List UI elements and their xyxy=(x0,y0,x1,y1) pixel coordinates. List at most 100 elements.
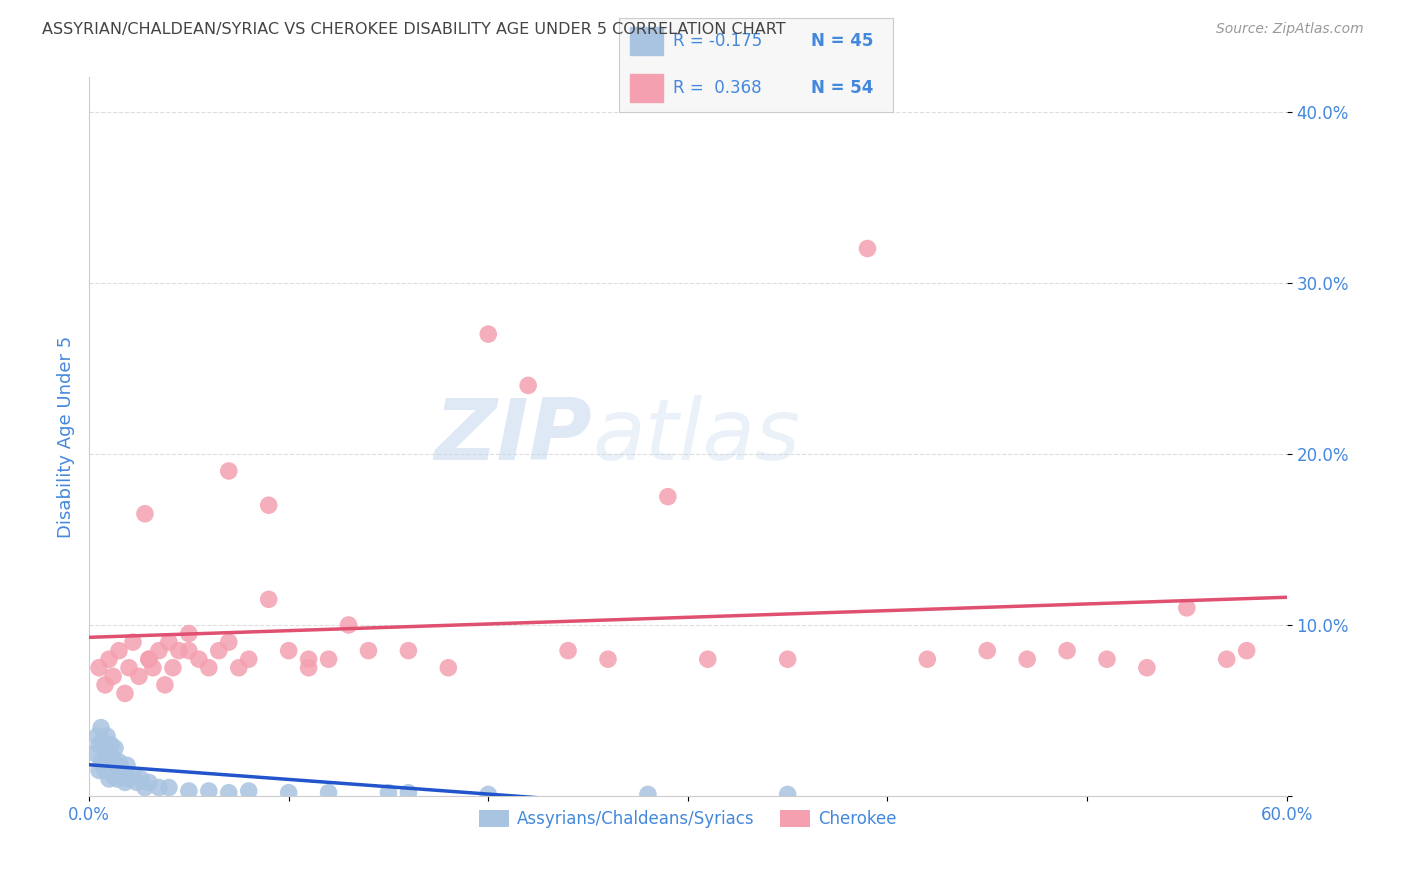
Point xyxy=(114,775,136,789)
Point xyxy=(138,775,160,789)
Text: ASSYRIAN/CHALDEAN/SYRIAC VS CHEROKEE DISABILITY AGE UNDER 5 CORRELATION CHART: ASSYRIAN/CHALDEAN/SYRIAC VS CHEROKEE DIS… xyxy=(42,22,786,37)
Point xyxy=(277,643,299,657)
Point xyxy=(100,738,122,752)
Point xyxy=(257,592,280,607)
Point xyxy=(357,643,380,657)
Point xyxy=(477,788,499,802)
Text: atlas: atlas xyxy=(592,395,800,478)
Point xyxy=(125,775,148,789)
Point xyxy=(98,652,121,666)
Point xyxy=(257,498,280,512)
Point xyxy=(104,764,127,778)
Point xyxy=(114,686,136,700)
Point xyxy=(1175,600,1198,615)
Point xyxy=(142,661,165,675)
Point xyxy=(198,784,221,798)
Point xyxy=(101,669,124,683)
Point xyxy=(108,643,131,657)
Point xyxy=(856,242,879,256)
Point xyxy=(96,729,118,743)
Point xyxy=(162,661,184,675)
Point xyxy=(157,635,180,649)
Point xyxy=(138,652,160,666)
Point xyxy=(98,747,121,761)
Point xyxy=(118,661,141,675)
Text: R =  0.368: R = 0.368 xyxy=(673,79,762,97)
Point xyxy=(187,652,209,666)
Point xyxy=(84,747,107,761)
Point xyxy=(1095,652,1118,666)
Point xyxy=(157,780,180,795)
Point xyxy=(1017,652,1039,666)
Point xyxy=(128,669,150,683)
Point xyxy=(637,788,659,802)
Point xyxy=(377,786,399,800)
Text: Source: ZipAtlas.com: Source: ZipAtlas.com xyxy=(1216,22,1364,37)
Point xyxy=(517,378,540,392)
Point xyxy=(87,661,110,675)
Point xyxy=(115,758,138,772)
Point xyxy=(105,772,128,786)
Point xyxy=(101,768,124,782)
Text: N = 45: N = 45 xyxy=(810,32,873,50)
Point xyxy=(477,327,499,342)
Point xyxy=(1236,643,1258,657)
Point xyxy=(238,784,260,798)
Point xyxy=(198,661,221,675)
Point xyxy=(776,788,799,802)
Point xyxy=(657,490,679,504)
Point xyxy=(90,755,112,769)
Point xyxy=(94,764,117,778)
Point xyxy=(228,661,250,675)
Point xyxy=(318,786,340,800)
Point xyxy=(976,643,998,657)
Bar xyxy=(630,74,662,103)
Point xyxy=(318,652,340,666)
Point xyxy=(98,772,121,786)
Point xyxy=(111,764,134,778)
Point xyxy=(96,751,118,765)
Point xyxy=(557,643,579,657)
Point xyxy=(100,758,122,772)
Point xyxy=(91,758,114,772)
Point xyxy=(218,786,240,800)
Point xyxy=(337,618,360,632)
Point xyxy=(1136,661,1159,675)
Point xyxy=(87,738,110,752)
Point xyxy=(277,786,299,800)
Bar xyxy=(630,28,662,55)
Point xyxy=(90,721,112,735)
Legend: Assyrians/Chaldeans/Syriacs, Cherokee: Assyrians/Chaldeans/Syriacs, Cherokee xyxy=(472,803,904,835)
Point xyxy=(110,768,132,782)
Point xyxy=(238,652,260,666)
Point xyxy=(1215,652,1237,666)
Point xyxy=(134,780,156,795)
Point xyxy=(104,741,127,756)
Point xyxy=(396,786,419,800)
Point xyxy=(87,764,110,778)
Text: R = -0.175: R = -0.175 xyxy=(673,32,762,50)
Point xyxy=(122,768,145,782)
Point xyxy=(177,643,200,657)
Point xyxy=(177,784,200,798)
Point xyxy=(437,661,460,675)
Y-axis label: Disability Age Under 5: Disability Age Under 5 xyxy=(58,335,75,538)
Point xyxy=(917,652,939,666)
Point xyxy=(86,729,108,743)
Point xyxy=(297,652,319,666)
Point xyxy=(596,652,619,666)
Point xyxy=(94,678,117,692)
Point xyxy=(134,507,156,521)
Point xyxy=(108,755,131,769)
Point xyxy=(218,635,240,649)
Point xyxy=(118,772,141,786)
Point xyxy=(148,643,170,657)
Point xyxy=(138,652,160,666)
Text: N = 54: N = 54 xyxy=(810,79,873,97)
Point xyxy=(218,464,240,478)
Point xyxy=(208,643,231,657)
Point xyxy=(148,780,170,795)
Point xyxy=(776,652,799,666)
Point xyxy=(94,741,117,756)
Point xyxy=(1056,643,1078,657)
